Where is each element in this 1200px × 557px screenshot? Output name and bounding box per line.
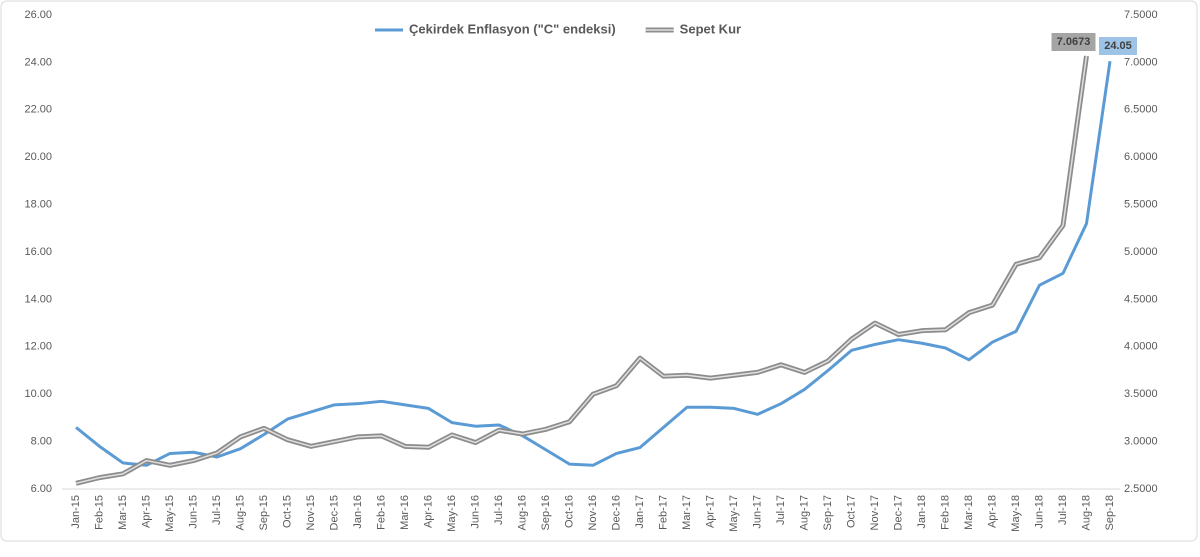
y2-tick-label: 4.0000 bbox=[1124, 341, 1158, 353]
data-label: 7.0673 bbox=[1057, 36, 1091, 48]
y2-tick-label: 5.0000 bbox=[1124, 246, 1158, 258]
x-tick-label: Mar-16 bbox=[399, 495, 411, 530]
x-tick-label: Feb-18 bbox=[939, 495, 951, 530]
x-tick-label: May-18 bbox=[1010, 495, 1022, 532]
x-tick-label: Apr-16 bbox=[422, 495, 434, 528]
x-tick-label: Feb-15 bbox=[93, 495, 105, 530]
y2-tick-label: 7.5000 bbox=[1124, 9, 1158, 21]
x-tick-label: May-16 bbox=[446, 495, 458, 532]
y2-tick-label: 3.5000 bbox=[1124, 388, 1158, 400]
x-tick-label: Sep-16 bbox=[540, 495, 552, 530]
x-tick-label: Oct-16 bbox=[563, 495, 575, 528]
y-tick-label: 16.00 bbox=[24, 246, 52, 258]
x-tick-label: Nov-17 bbox=[869, 495, 881, 530]
x-tick-label: Jun-16 bbox=[469, 495, 481, 529]
x-tick-label: Mar-17 bbox=[681, 495, 693, 530]
x-tick-label: Nov-16 bbox=[587, 495, 599, 530]
y-tick-label: 8.00 bbox=[31, 436, 52, 448]
x-tick-label: Sep-15 bbox=[258, 495, 270, 530]
x-tick-label: May-17 bbox=[728, 495, 740, 532]
y-tick-label: 24.00 bbox=[24, 56, 52, 68]
y2-tick-label: 6.0000 bbox=[1124, 151, 1158, 163]
x-tick-label: Jan-15 bbox=[70, 495, 82, 529]
x-tick-label: Dec-16 bbox=[610, 495, 622, 530]
x-tick-label: Apr-18 bbox=[986, 495, 998, 528]
x-tick-label: Jul-16 bbox=[493, 495, 505, 525]
x-tick-label: Oct-17 bbox=[845, 495, 857, 528]
x-tick-label: Nov-15 bbox=[305, 495, 317, 530]
y-tick-label: 6.00 bbox=[31, 483, 52, 495]
x-tick-label: Jul-15 bbox=[211, 495, 223, 525]
data-label-box bbox=[1051, 33, 1096, 51]
x-tick-label: Apr-17 bbox=[704, 495, 716, 528]
x-tick-label: Apr-15 bbox=[140, 495, 152, 528]
x-tick-label: Jun-17 bbox=[751, 495, 763, 529]
x-tick-label: Jul-18 bbox=[1057, 495, 1069, 525]
x-tick-label: Jun-18 bbox=[1033, 495, 1045, 529]
x-tick-label: May-15 bbox=[164, 495, 176, 532]
y-tick-label: 18.00 bbox=[24, 199, 52, 211]
y-tick-label: 22.00 bbox=[24, 104, 52, 116]
y-tick-label: 20.00 bbox=[24, 151, 52, 163]
x-tick-label: Jan-16 bbox=[352, 495, 364, 529]
legend-label: Çekirdek Enflasyon ("C" endeksi) bbox=[409, 21, 616, 36]
data-label: 24.05 bbox=[1104, 40, 1132, 52]
x-tick-label: Dec-17 bbox=[892, 495, 904, 530]
series-line bbox=[75, 61, 1112, 467]
x-tick-label: Sep-17 bbox=[822, 495, 834, 530]
x-tick-label: Feb-17 bbox=[657, 495, 669, 530]
series-line-highlight bbox=[75, 55, 1088, 485]
x-tick-label: Oct-15 bbox=[281, 495, 293, 528]
y2-tick-label: 4.5000 bbox=[1124, 293, 1158, 305]
y2-tick-label: 7.0000 bbox=[1124, 56, 1158, 68]
x-tick-label: Aug-17 bbox=[798, 495, 810, 530]
x-tick-label: Sep-18 bbox=[1104, 495, 1116, 530]
y2-tick-label: 3.0000 bbox=[1124, 436, 1158, 448]
x-tick-label: Mar-18 bbox=[963, 495, 975, 530]
x-tick-label: Aug-18 bbox=[1080, 495, 1092, 530]
y-tick-label: 12.00 bbox=[24, 341, 52, 353]
x-tick-label: Aug-16 bbox=[516, 495, 528, 530]
y2-tick-label: 5.5000 bbox=[1124, 199, 1158, 211]
data-label-box bbox=[1099, 37, 1137, 55]
x-tick-label: Feb-16 bbox=[375, 495, 387, 530]
x-tick-label: Dec-15 bbox=[328, 495, 340, 530]
x-tick-label: Aug-15 bbox=[234, 495, 246, 530]
y-tick-label: 10.00 bbox=[24, 388, 52, 400]
x-tick-label: Mar-15 bbox=[117, 495, 129, 530]
y-tick-label: 14.00 bbox=[24, 293, 52, 305]
x-tick-label: Jul-17 bbox=[775, 495, 787, 525]
y2-tick-label: 2.5000 bbox=[1124, 483, 1158, 495]
x-tick-label: Jan-18 bbox=[916, 495, 928, 529]
y-tick-label: 26.00 bbox=[24, 9, 52, 21]
chart-frame bbox=[0, 0, 1198, 542]
y2-tick-label: 6.5000 bbox=[1124, 104, 1158, 116]
legend-label: Sepet Kur bbox=[680, 21, 741, 36]
x-tick-label: Jan-17 bbox=[634, 495, 646, 529]
x-tick-label: Jun-15 bbox=[187, 495, 199, 529]
